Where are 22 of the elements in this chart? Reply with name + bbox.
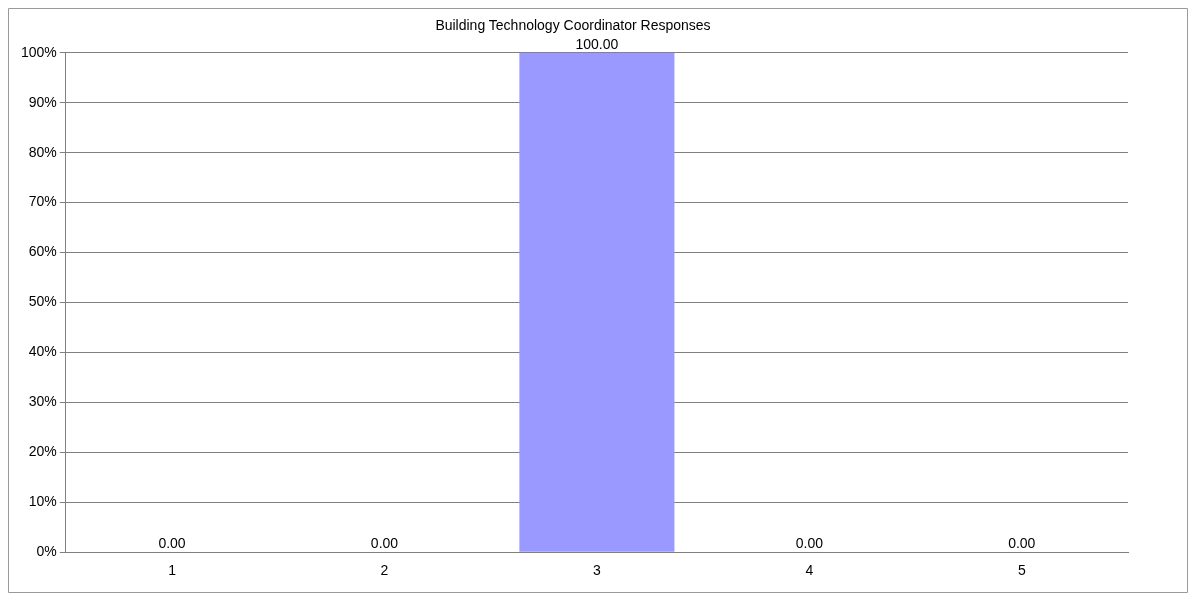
y-tick-label: 80% <box>28 143 57 160</box>
y-tick-label: 60% <box>28 243 57 260</box>
data-label: 0.00 <box>1008 535 1036 552</box>
y-tick-label: 50% <box>28 293 57 310</box>
y-tick-label: 10% <box>28 493 57 510</box>
y-tick-label: 30% <box>28 393 57 410</box>
y-tick-label: 0% <box>36 543 57 560</box>
y-tick-label: 90% <box>28 93 57 110</box>
data-label: 0.00 <box>158 535 186 552</box>
data-label: 0.00 <box>795 535 824 552</box>
y-tick-label: 70% <box>28 193 57 210</box>
data-label: 0.00 <box>370 535 399 552</box>
x-tick-label: 5 <box>1017 562 1026 579</box>
x-tick-label: 1 <box>168 562 177 579</box>
x-tick-label: 3 <box>593 562 601 579</box>
y-tick-label: 40% <box>28 343 57 360</box>
data-label: 100.00 <box>575 35 619 52</box>
x-tick-label: 4 <box>805 562 814 579</box>
x-tick-label: 2 <box>380 562 389 579</box>
chart-title: Building Technology Coordinator Responses <box>435 17 711 34</box>
y-tick-label: 100% <box>20 43 57 60</box>
y-tick-label: 20% <box>28 443 57 460</box>
